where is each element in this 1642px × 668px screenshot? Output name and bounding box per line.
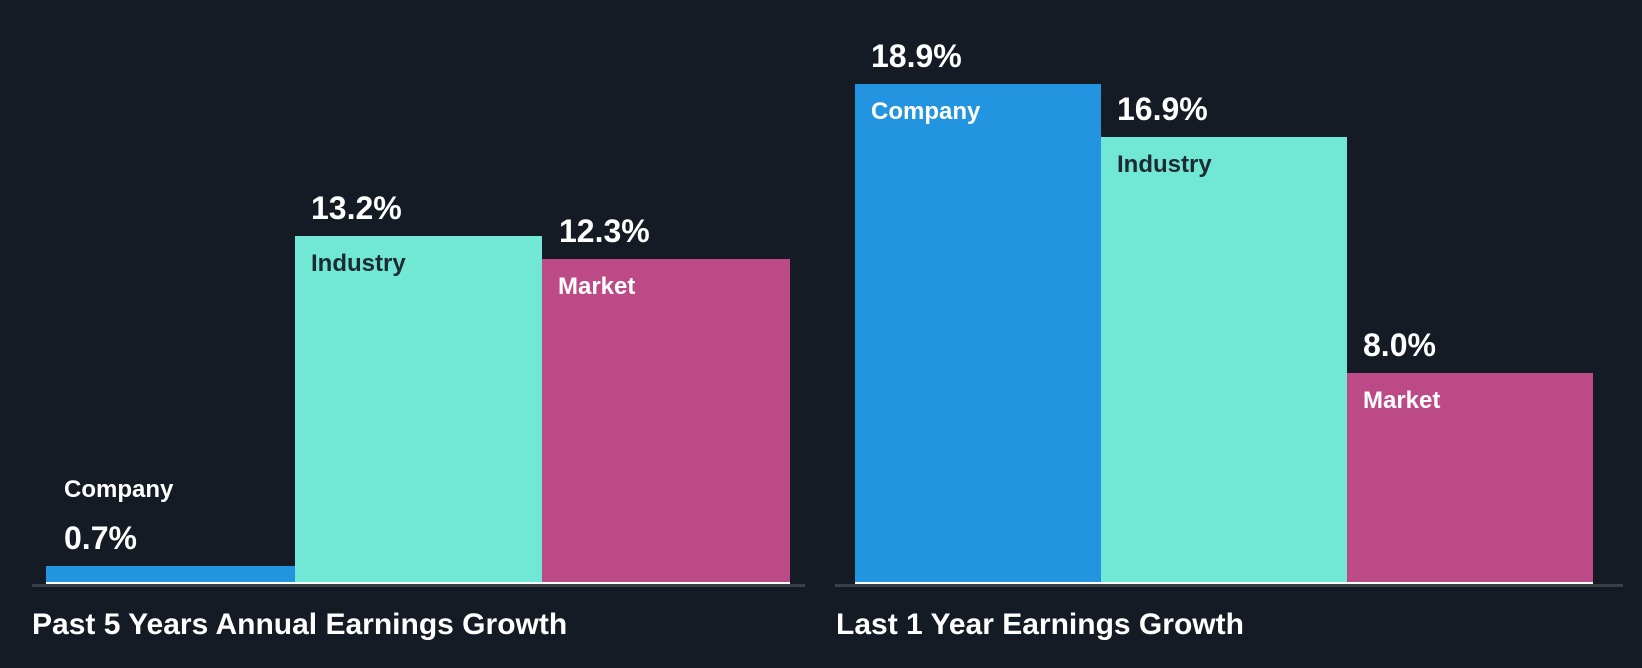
chart-title: Last 1 Year Earnings Growth	[836, 608, 1244, 641]
value-market: 12.3%	[559, 213, 650, 249]
value-industry: 13.2%	[311, 190, 402, 226]
value-market: 8.0%	[1363, 327, 1436, 363]
label-industry: Industry	[311, 250, 406, 277]
value-industry: 16.9%	[1117, 91, 1208, 127]
label-market: Market	[1363, 387, 1441, 414]
label-industry: Industry	[1117, 151, 1212, 178]
label-company: Company	[871, 98, 981, 125]
baseline-highlight	[855, 582, 1593, 584]
bar-market: Market	[542, 259, 790, 583]
past-5-years-chart: Company 0.7% Industry 13.2% Market 12.3%…	[0, 0, 805, 668]
chart-title: Past 5 Years Annual Earnings Growth	[32, 608, 568, 641]
x-axis-baseline	[835, 584, 1623, 587]
x-axis-baseline	[32, 584, 805, 587]
bar-industry: Industry	[1101, 137, 1347, 583]
baseline-highlight	[46, 582, 790, 584]
value-company: 0.7%	[64, 520, 137, 556]
last-1-year-chart: Company 18.9% Industry 16.9% Market 8.0%…	[820, 0, 1642, 668]
label-company: Company	[64, 476, 174, 503]
label-market: Market	[558, 273, 636, 300]
bar-company	[46, 566, 295, 583]
value-company: 18.9%	[871, 38, 962, 74]
bar-industry: Industry	[295, 236, 542, 583]
bar-market: Market	[1347, 373, 1593, 583]
bar-company: Company	[855, 84, 1101, 583]
